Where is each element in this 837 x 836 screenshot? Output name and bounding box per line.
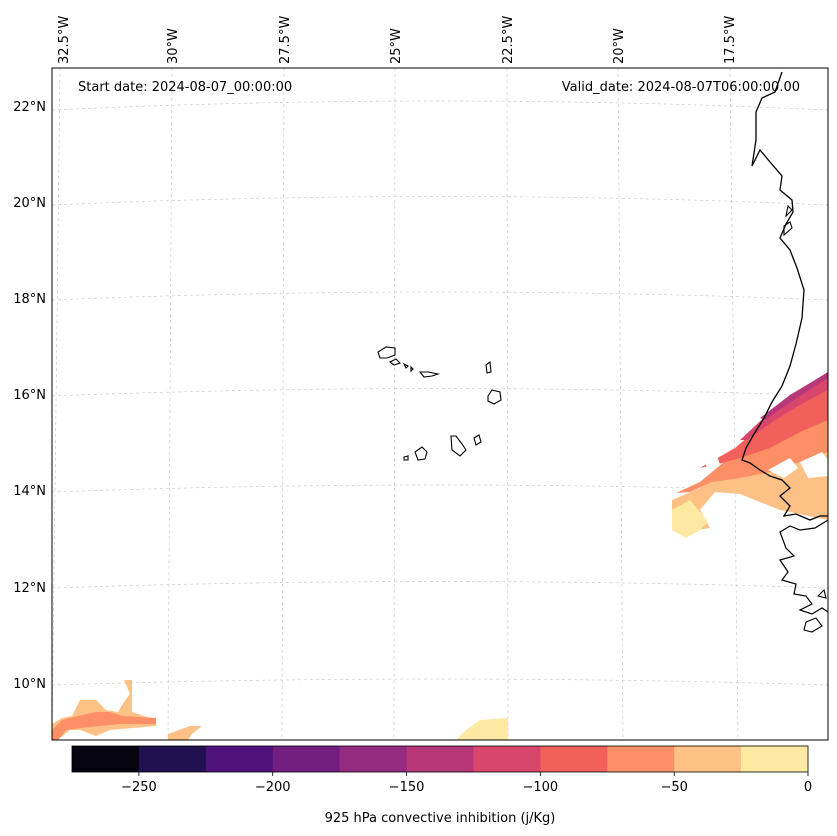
lat-label: 18°N [13,292,46,307]
colorbar-cell [406,746,474,772]
gridlines [52,68,828,740]
colorbar-frame [71,745,809,773]
cin-region-s-yellow [456,718,508,740]
lat-label: 16°N [13,388,46,403]
map-frame [51,67,829,741]
colorbar-cell [205,746,274,772]
lon-label: 32.5°W [57,16,72,64]
lat-label: 12°N [13,581,46,596]
colorbar: −250 −200 −150 −100 −50 0 925 hPa convective … [71,745,812,826]
cin-gap-1 [768,458,798,478]
colorbar-cell [339,746,408,772]
colorbar-cell [272,746,341,772]
colorbar-tick-label: −150 [389,780,425,795]
colorbar-tick-label: −200 [255,780,291,795]
lon-label: 22.5°W [501,16,516,64]
map-background [52,68,828,740]
latitude-labels: 22°N 20°N 18°N 16°N 14°N 12°N 10°N [13,100,46,692]
colorbar-cell [741,746,809,772]
lon-label: 20°W [612,28,627,64]
colorbar-cell [540,746,608,772]
cin-gap-2 [800,452,828,478]
longitude-labels: 32.5°W 30°W 27.5°W 25°W 22.5°W 20°W 17.5… [57,16,738,64]
cape-verde-islands [377,346,502,461]
lat-label: 22°N [13,100,46,115]
colorbar-cell [473,746,541,772]
cin-region-east-band4 [760,372,828,420]
lat-label: 10°N [13,677,46,692]
lon-label: 17.5°W [723,16,738,64]
cin-gap-3 [704,454,720,470]
africa-coastline [741,71,828,521]
colorbar-cell [674,746,742,772]
colorbar-tick-label: −100 [523,780,559,795]
colorbar-cell [138,746,207,772]
lon-label: 30°W [166,28,181,64]
start-date-label: Start date: 2024-08-07_00:00:00 [78,80,292,95]
valid-date-label: Valid_date: 2024-08-07T06:00:00.00 [562,80,800,95]
lon-label: 25°W [389,28,404,64]
lat-label: 14°N [13,484,46,499]
cin-region-sw-small [168,726,202,740]
cin-field [52,372,828,740]
colorbar-cell [72,746,140,772]
cin-region-sw-band [52,712,156,740]
colorbar-tick-label: −50 [660,780,687,795]
colorbar-label: 925 hPa convective inhibition (j/Kg) [325,811,556,826]
coastal-islands [783,204,827,633]
cin-region-east-yellow [672,500,708,538]
colorbar-cell [607,746,675,772]
africa-coastline-south [779,519,828,615]
lon-label: 27.5°W [278,16,293,64]
lat-label: 20°N [13,196,46,211]
colorbar-tick-label: −250 [121,780,157,795]
colorbar-tick-label: 0 [804,780,812,795]
